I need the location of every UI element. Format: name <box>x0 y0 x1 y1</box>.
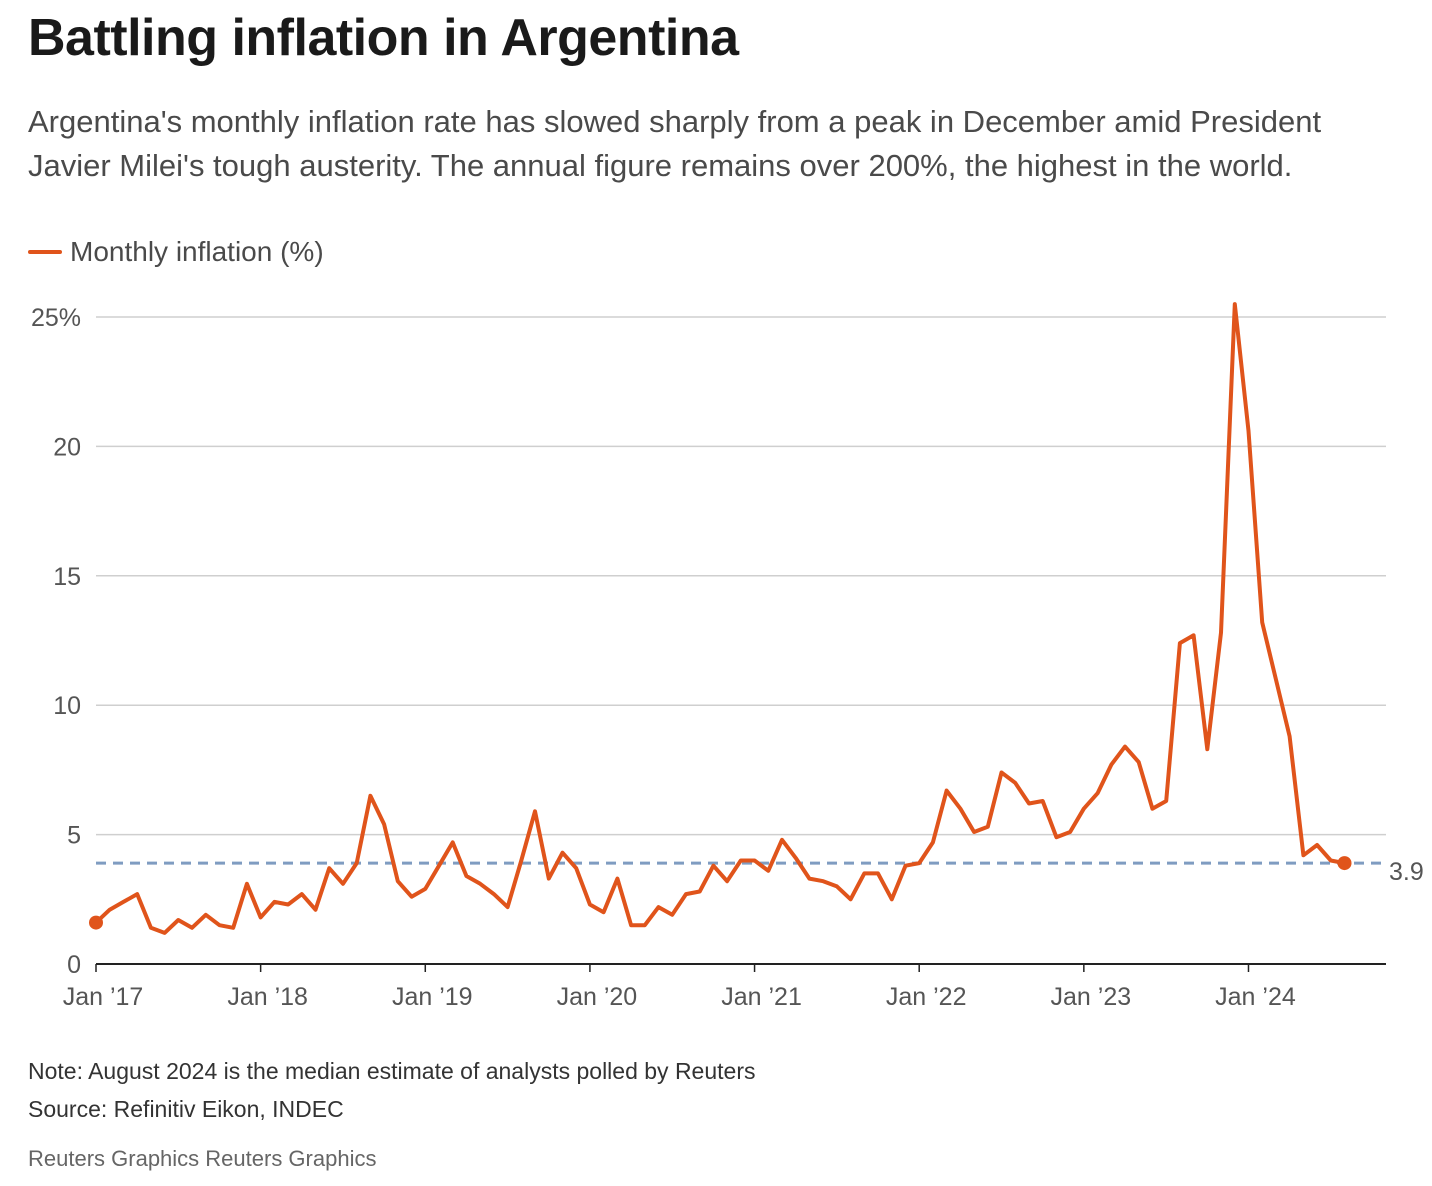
chart-subtitle: Argentina's monthly inflation rate has s… <box>28 104 1322 183</box>
axes: 0 5 10 15 20 25% Jan ’17 Jan ’18 Jan ’19 Jan ’20 J… <box>31 304 1386 1011</box>
chart-note: Note: August 2024 is the median estimate… <box>28 1058 756 1084</box>
legend-line-swatch <box>28 250 62 254</box>
gridlines <box>96 316 1386 836</box>
y-tick-label: 5 <box>67 822 81 850</box>
end-point-marker <box>1337 856 1352 871</box>
x-tick-label: Jan ’21 <box>721 983 802 1011</box>
y-tick-label: 25% <box>31 304 81 332</box>
series-line-monthly-inflation <box>94 302 1347 935</box>
series-layer <box>89 302 1352 935</box>
y-tick-label: 20 <box>53 433 81 461</box>
reference-line-group: 3.9 <box>96 858 1424 886</box>
chart-legend: Monthly inflation (%) <box>28 236 324 268</box>
legend-label: Monthly inflation (%) <box>70 236 324 267</box>
x-tick-label: Jan ’17 <box>63 983 144 1011</box>
line-chart: 3.9 0 5 10 15 20 25% Jan ’17 Jan ’18 Jan ’19 Jan … <box>31 302 1424 1011</box>
x-tick-label: Jan ’18 <box>227 983 308 1011</box>
x-tick-label: Jan ’22 <box>886 983 967 1011</box>
chart-credit: Reuters Graphics Reuters Graphics <box>28 1146 377 1171</box>
x-tick-label: Jan ’23 <box>1051 983 1132 1011</box>
reference-line-label: 3.9 <box>1389 858 1424 886</box>
x-tick-label: Jan ’24 <box>1215 983 1296 1011</box>
x-tick-label: Jan ’20 <box>557 983 638 1011</box>
start-point-marker <box>89 915 103 930</box>
y-tick-label: 10 <box>53 692 81 720</box>
x-tick-label: Jan ’19 <box>392 983 473 1011</box>
y-tick-label: 15 <box>53 563 81 591</box>
y-tick-label: 0 <box>67 951 81 979</box>
chart-title: Battling inflation in Argentina <box>28 9 739 67</box>
chart-source: Source: Refinitiv Eikon, INDEC <box>28 1096 344 1122</box>
